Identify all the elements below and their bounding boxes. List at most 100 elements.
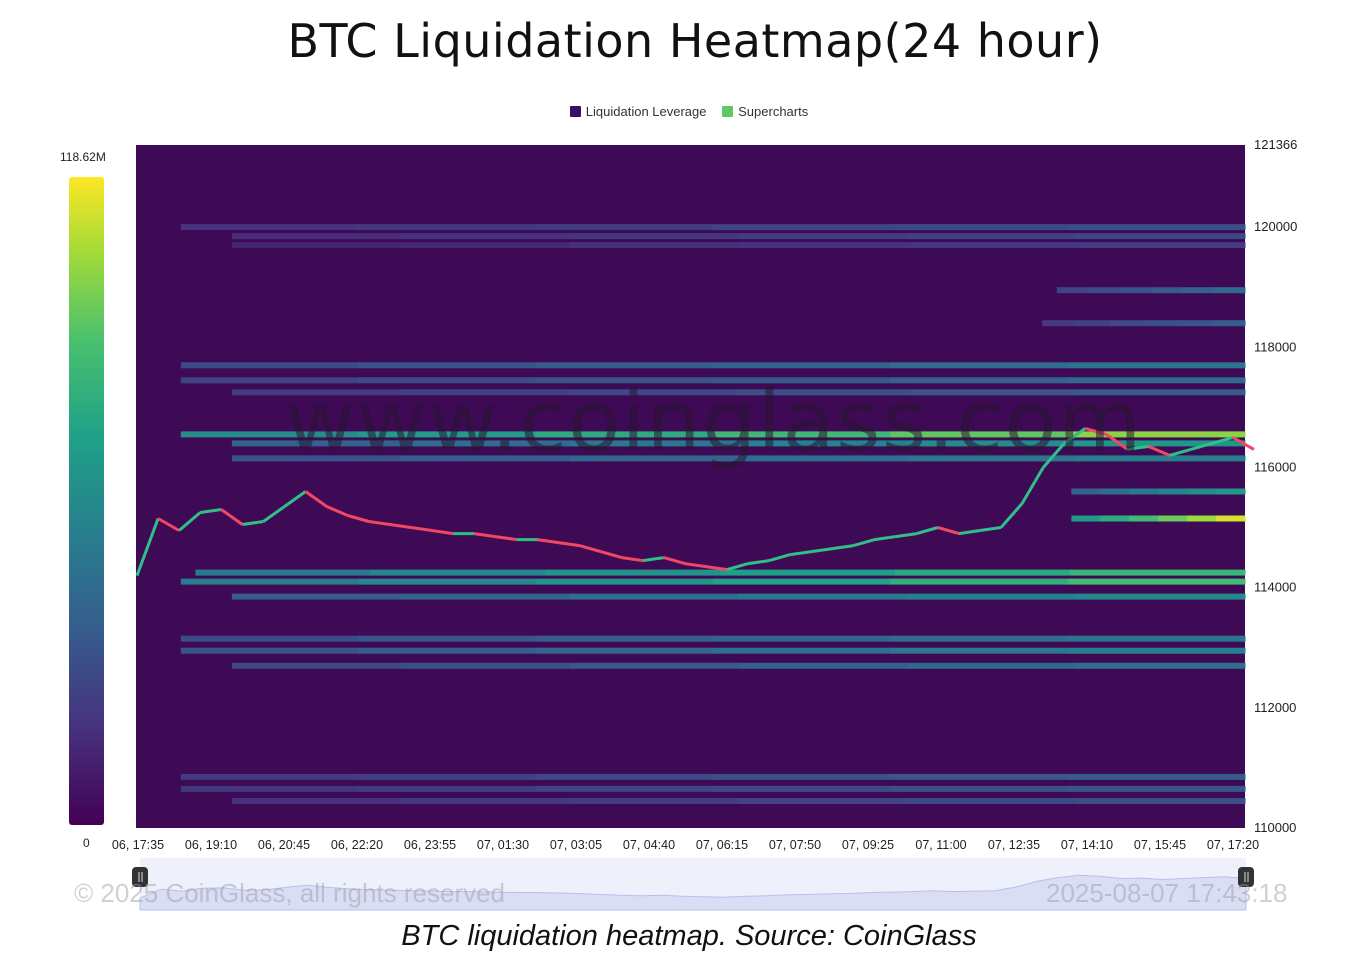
price-candle xyxy=(895,532,917,539)
liquidation-band xyxy=(400,233,571,240)
price-candle xyxy=(979,526,1002,532)
price-candle xyxy=(832,544,854,551)
price-candle xyxy=(347,514,370,523)
price-candle xyxy=(537,538,559,545)
liquidation-band xyxy=(907,389,1077,396)
liquidation-band xyxy=(1158,515,1188,522)
chart-legend: Liquidation Leverage Supercharts xyxy=(0,104,1368,119)
x-tick-label: 07, 11:00 xyxy=(915,838,966,852)
liquidation-band xyxy=(569,440,739,447)
liquidation-band xyxy=(907,242,1077,249)
colorbar-min-label: 0 xyxy=(83,836,90,850)
liquidation-band xyxy=(712,431,891,438)
liquidation-band xyxy=(890,578,1069,585)
liquidation-band xyxy=(180,578,359,585)
liquidation-band xyxy=(400,389,571,396)
liquidation-band xyxy=(400,242,571,249)
liquidation-band xyxy=(535,773,714,780)
liquidation-band xyxy=(535,635,714,642)
liquidation-band xyxy=(907,455,1077,462)
x-tick-label: 07, 15:45 xyxy=(1134,838,1186,852)
range-slider-handle-left[interactable] xyxy=(132,867,148,887)
price-candle xyxy=(726,562,749,572)
legend-item-supercharts[interactable]: Supercharts xyxy=(722,104,808,119)
liquidation-band xyxy=(1042,320,1077,327)
liquidation-band xyxy=(231,242,402,249)
price-candle xyxy=(473,532,496,539)
price-candle xyxy=(874,535,896,542)
price-candle xyxy=(937,526,960,536)
liquidation-band xyxy=(358,785,537,792)
liquidation-band xyxy=(569,593,739,600)
y-tick-label: 118000 xyxy=(1254,339,1296,354)
legend-item-liquidation-leverage[interactable]: Liquidation Leverage xyxy=(569,104,707,119)
price-candle xyxy=(579,544,602,554)
liquidation-band xyxy=(1100,515,1130,522)
price-candle xyxy=(157,517,180,532)
colorbar xyxy=(69,177,104,825)
price-candle xyxy=(811,547,833,554)
liquidation-band xyxy=(1177,320,1212,327)
liquidation-band xyxy=(358,635,537,642)
price-candle xyxy=(642,556,665,563)
liquidation-band xyxy=(890,431,1069,438)
liquidation-band xyxy=(738,593,908,600)
liquidation-band xyxy=(738,242,908,249)
price-candle xyxy=(1042,442,1066,469)
liquidation-band xyxy=(231,389,402,396)
price-candle xyxy=(1105,433,1129,451)
range-slider-handle-right[interactable] xyxy=(1238,867,1254,887)
y-tick-label: 112000 xyxy=(1254,700,1296,715)
price-candle xyxy=(853,538,876,548)
liquidation-band xyxy=(1109,320,1145,327)
price-candle xyxy=(283,490,307,508)
liquidation-band xyxy=(907,662,1077,669)
liquidation-band xyxy=(712,377,891,384)
liquidation-band xyxy=(1076,440,1246,447)
x-tick-label: 06, 17:35 xyxy=(112,838,164,852)
y-tick-label: 114000 xyxy=(1254,580,1296,595)
liquidation-band xyxy=(180,431,359,438)
legend-label: Supercharts xyxy=(738,104,809,119)
liquidation-band xyxy=(180,785,359,792)
liquidation-band xyxy=(1067,773,1246,780)
liquidation-band xyxy=(738,662,908,669)
price-candle xyxy=(1211,435,1234,445)
price-candle xyxy=(199,508,222,514)
liquidation-band xyxy=(1067,635,1246,642)
liquidation-band xyxy=(738,440,908,447)
x-tick-label: 07, 14:10 xyxy=(1061,838,1113,852)
price-candle xyxy=(747,559,770,566)
liquidation-band xyxy=(1182,287,1215,294)
price-candle xyxy=(916,526,939,536)
liquidation-band xyxy=(1187,515,1217,522)
price-candle xyxy=(621,556,644,563)
liquidation-band xyxy=(738,455,908,462)
liquidation-band xyxy=(1129,515,1159,522)
chart-title: BTC Liquidation Heatmap(24 hour) xyxy=(287,14,1103,68)
liquidation-band xyxy=(180,377,359,384)
liquidation-band xyxy=(738,233,908,240)
liquidation-band xyxy=(1150,287,1183,294)
price-candle xyxy=(1147,445,1171,457)
liquidation-band xyxy=(712,224,891,231)
liquidation-band xyxy=(370,569,546,576)
liquidation-band xyxy=(231,233,402,240)
liquidation-band xyxy=(1076,455,1246,462)
legend-label: Liquidation Leverage xyxy=(585,104,707,119)
liquidation-band xyxy=(712,773,891,780)
liquidation-band xyxy=(358,362,537,369)
price-candle xyxy=(1020,466,1045,505)
liquidation-band xyxy=(890,785,1069,792)
liquidation-band xyxy=(1076,389,1246,396)
liquidation-band xyxy=(1067,647,1246,654)
liquidation-band xyxy=(738,389,908,396)
liquidation-band xyxy=(535,785,714,792)
liquidation-band xyxy=(180,773,359,780)
price-candle xyxy=(178,511,202,532)
price-candle xyxy=(1232,436,1255,451)
liquidation-band xyxy=(1067,785,1246,792)
x-tick-label: 07, 01:30 xyxy=(477,838,529,852)
liquidation-band xyxy=(569,242,739,249)
